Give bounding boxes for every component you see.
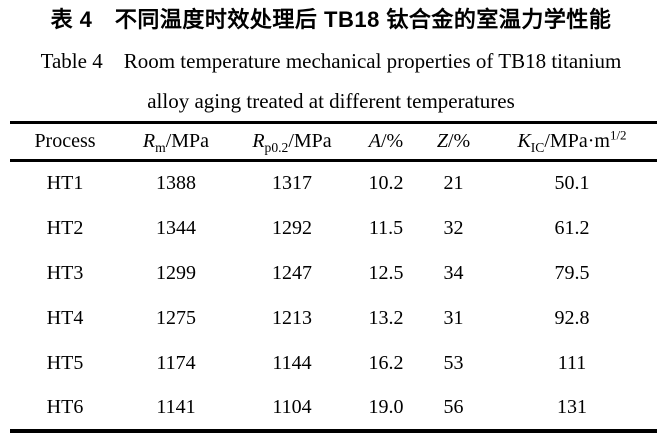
- cell-a: 11.5: [368, 216, 404, 239]
- table-row: HT3 1299 1247 12.5 34 79.5: [10, 251, 657, 296]
- col-header-rm: Rm/MPa: [142, 130, 210, 155]
- cell-a: 16.2: [368, 351, 404, 374]
- cell-a: 13.2: [368, 306, 404, 329]
- cell-rm: 1141: [156, 395, 196, 418]
- cell-rp02: 1247: [272, 261, 312, 284]
- cell-z: 53: [443, 351, 464, 374]
- cell-process: HT4: [46, 306, 84, 329]
- cell-z: 31: [443, 306, 464, 329]
- cell-process: HT2: [46, 216, 84, 239]
- cell-process: HT5: [46, 351, 84, 374]
- col-header-a: A/%: [368, 130, 404, 152]
- cell-a: 19.0: [368, 395, 404, 418]
- table-caption-en-line1: Table 4 Room temperature mechanical prop…: [40, 49, 622, 73]
- table-caption-chinese: 表 4 不同温度时效处理后 TB18 钛合金的室温力学性能: [50, 7, 612, 32]
- cell-rp02: 1144: [272, 351, 312, 374]
- table-caption-english: Table 4 Room temperature mechanical prop…: [0, 41, 662, 121]
- cell-a: 10.2: [368, 172, 404, 195]
- cell-kic: 131: [557, 395, 587, 418]
- cell-kic: 92.8: [554, 306, 590, 329]
- cell-process: HT1: [46, 172, 84, 195]
- cell-z: 32: [443, 216, 464, 239]
- cell-rp02: 1213: [272, 306, 312, 329]
- properties-table: Process Rm/MPa Rp0.2/MPa A/% Z/% KIC/MPa…: [10, 121, 657, 433]
- table-row: HT6 1141 1104 19.0 56 131: [10, 386, 657, 431]
- cell-rm: 1344: [156, 216, 196, 239]
- cell-rm: 1299: [156, 261, 196, 284]
- cell-kic: 61.2: [554, 216, 590, 239]
- cell-kic: 79.5: [554, 261, 590, 284]
- table-row: HT5 1174 1144 16.2 53 111: [10, 341, 657, 386]
- cell-rp02: 1317: [272, 172, 312, 195]
- cell-z: 56: [443, 395, 464, 418]
- cell-z: 34: [443, 261, 464, 284]
- table-row: HT1 1388 1317 10.2 21 50.1: [10, 161, 657, 206]
- col-header-rp02: Rp0.2/MPa: [252, 130, 332, 155]
- cell-kic: 111: [557, 351, 587, 374]
- cell-rm: 1275: [156, 306, 196, 329]
- col-header-z: Z/%: [436, 130, 471, 152]
- table-row: HT2 1344 1292 11.5 32 61.2: [10, 206, 657, 251]
- table-row: HT4 1275 1213 13.2 31 92.8: [10, 296, 657, 341]
- cell-a: 12.5: [368, 261, 404, 284]
- cell-rp02: 1104: [272, 395, 312, 418]
- cell-rm: 1388: [156, 172, 196, 195]
- table-caption-en-line2: alloy aging treated at different tempera…: [147, 89, 515, 113]
- header-row: Process Rm/MPa Rp0.2/MPa A/% Z/% KIC/MPa…: [10, 123, 657, 161]
- cell-kic: 50.1: [554, 172, 590, 195]
- cell-rm: 1174: [156, 351, 196, 374]
- cell-process: HT6: [46, 395, 84, 418]
- cell-rp02: 1292: [272, 216, 312, 239]
- col-header-kic: KIC/MPa·m1/2: [517, 127, 627, 155]
- cell-process: HT3: [46, 261, 84, 284]
- col-header-process: Process: [34, 130, 96, 152]
- cell-z: 21: [443, 172, 464, 195]
